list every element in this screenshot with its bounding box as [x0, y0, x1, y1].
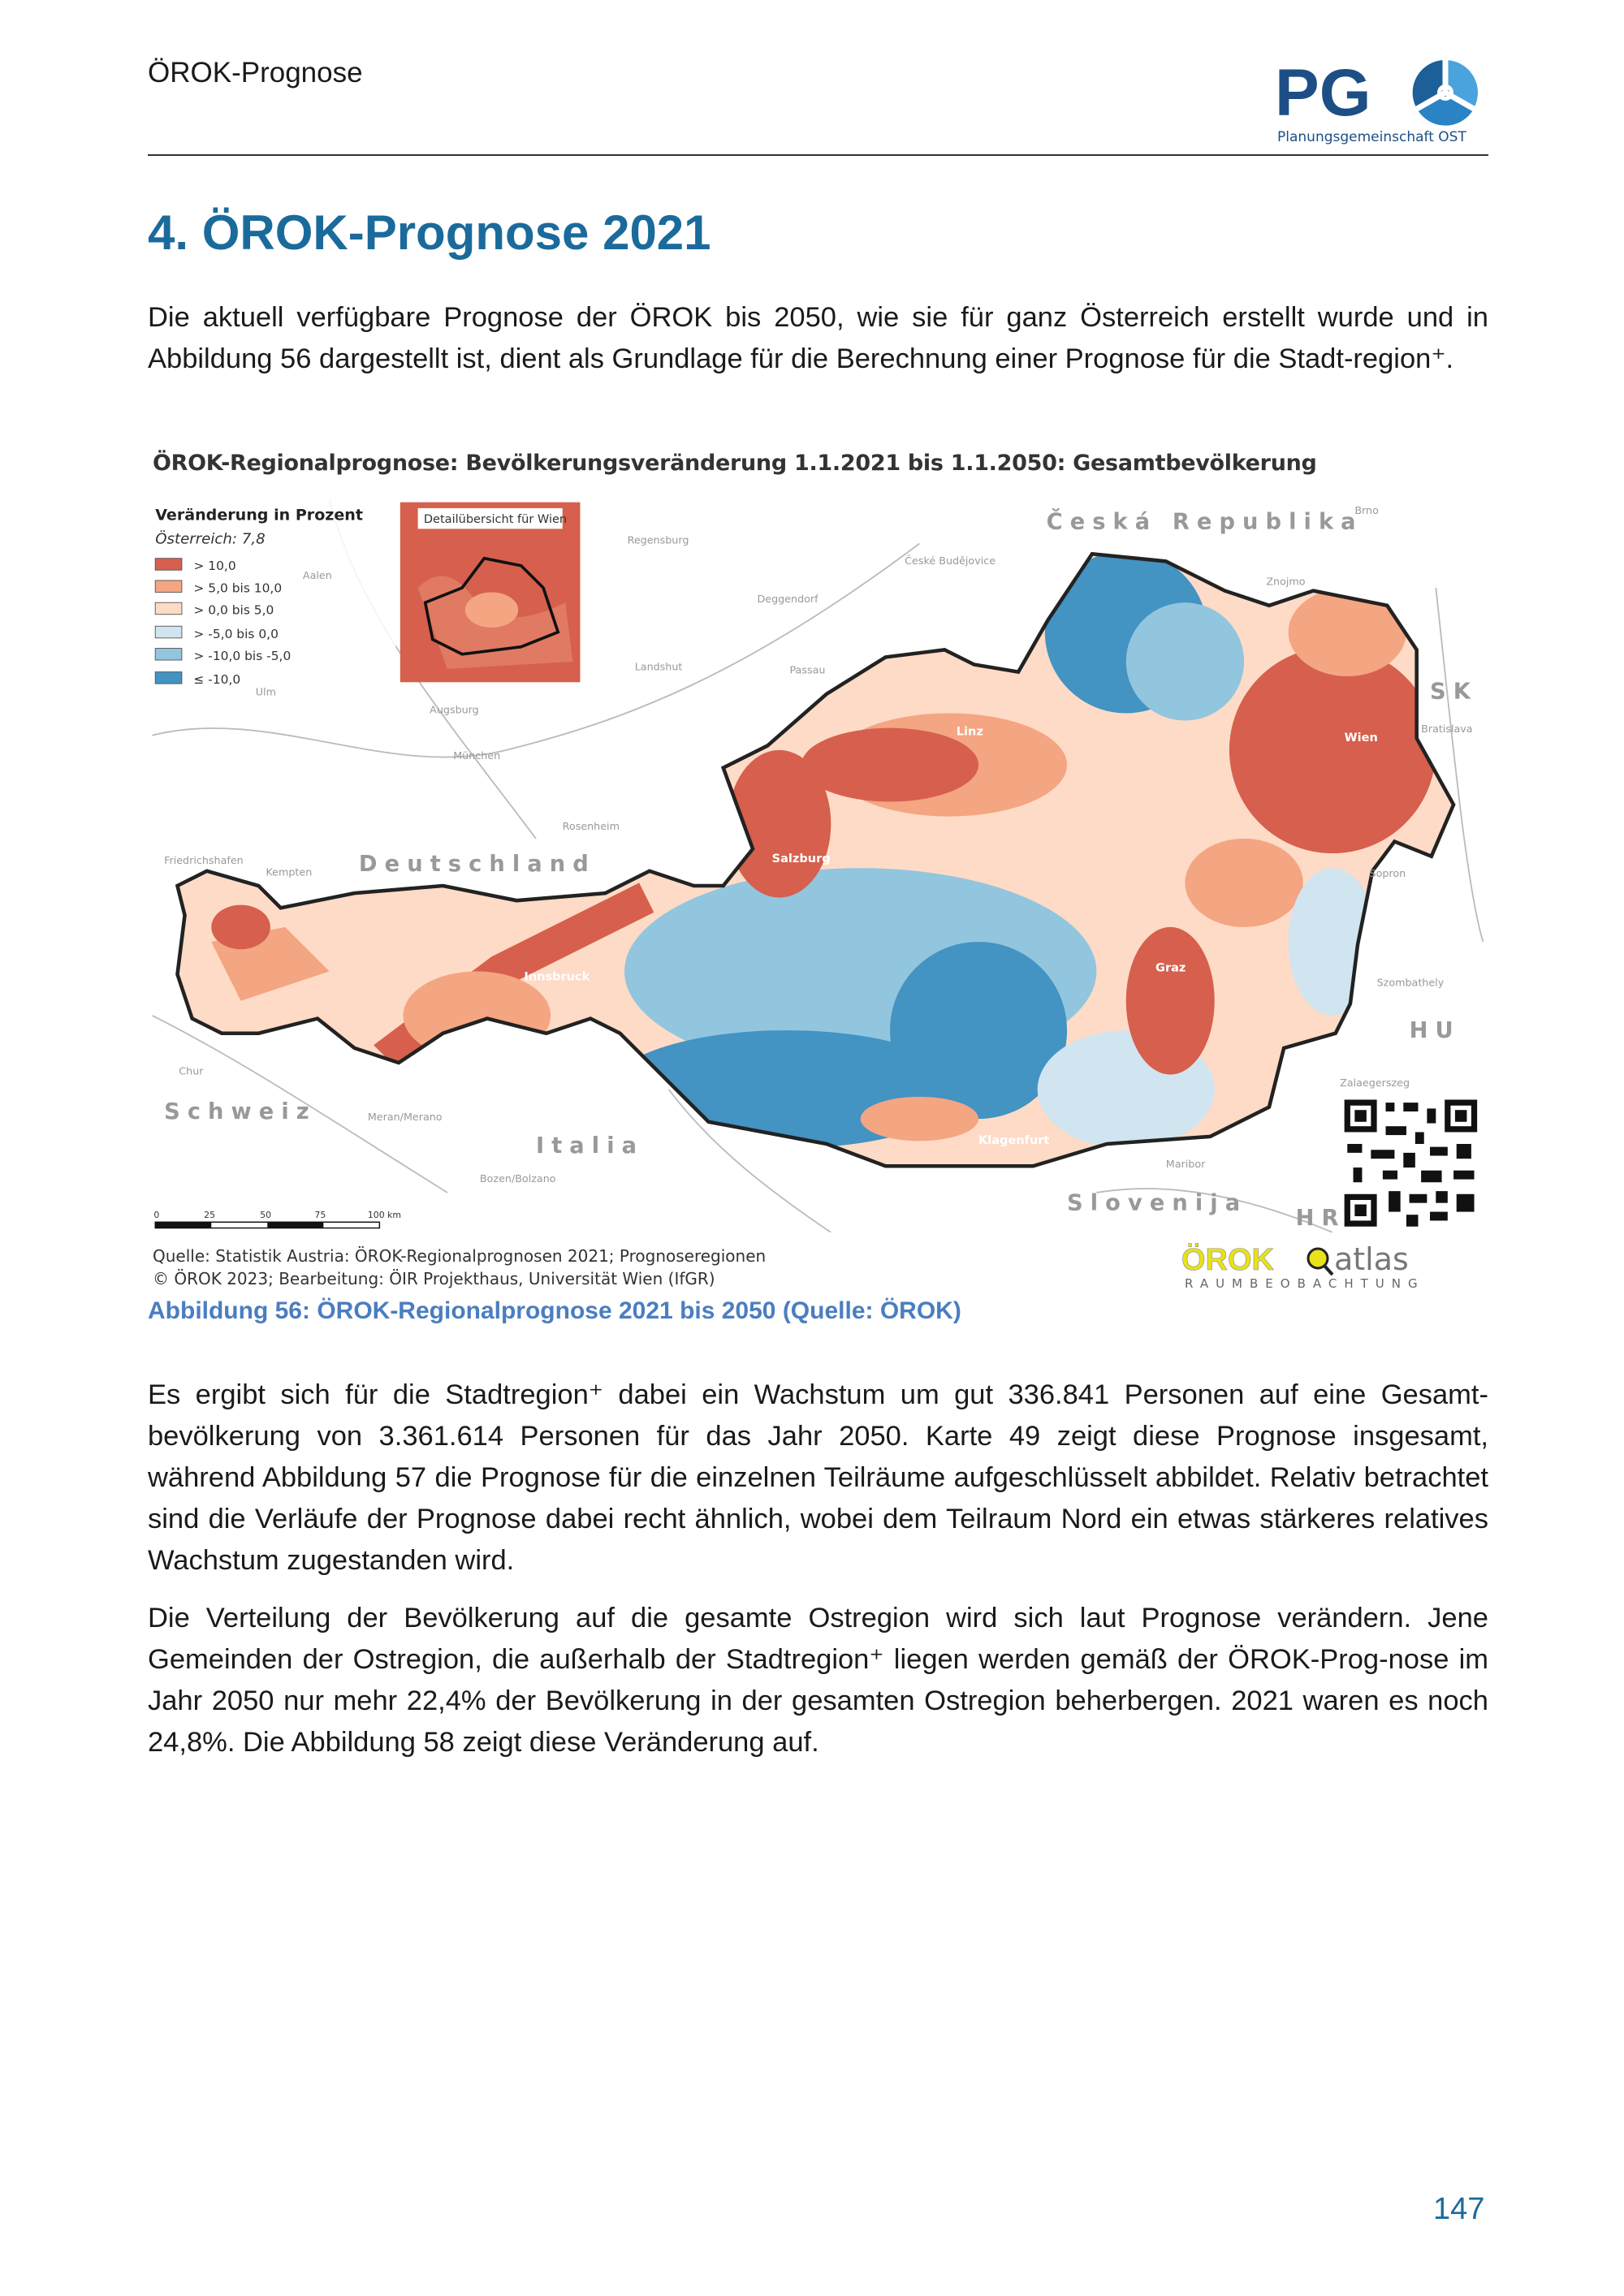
- figure-source-line2: © ÖROK 2023; Bearbeitung: ÖIR Projekthau…: [153, 1269, 715, 1288]
- logo-text: PG: [1275, 58, 1371, 130]
- city-label: Rosenheim: [563, 820, 620, 832]
- legend-swatch: [154, 602, 183, 615]
- city-label: Friedrichshafen: [164, 854, 244, 866]
- city-label: Bratislava: [1421, 723, 1472, 735]
- logo-subtitle: Planungsgemeinschaft OST: [1277, 129, 1466, 145]
- legend-label: > 10,0: [193, 559, 235, 573]
- country-label: Česká Republika: [1047, 508, 1363, 534]
- figure-caption: Abbildung 56: ÖROK-Regionalprognose 2021…: [148, 1297, 961, 1324]
- legend-label: > -5,0 bis 0,0: [193, 627, 278, 641]
- body-paragraph: Es ergibt sich für die Stadtregion⁺ dabe…: [148, 1379, 1488, 1576]
- legend-label: ≤ -10,0: [193, 672, 240, 687]
- country-label: HR: [1296, 1206, 1346, 1231]
- legend-swatch: [154, 671, 183, 684]
- country-label: SK: [1430, 679, 1478, 704]
- city-label: České Budějovice: [905, 555, 996, 567]
- city-label: Salzburg: [772, 852, 831, 865]
- atlas-logo-sub: RAUMBEOBACHTUNG: [1185, 1276, 1425, 1291]
- population-change-map: Česká Republika SK Deutschland Schweiz I…: [152, 499, 1484, 1232]
- svg-text:25: 25: [204, 1210, 215, 1220]
- map-legend: Veränderung in Prozent Österreich: 7,8 >…: [152, 499, 396, 699]
- city-label: Regensburg: [628, 534, 689, 546]
- legend-subtitle: Österreich: 7,8: [155, 530, 265, 548]
- city-label: Augsburg: [430, 703, 479, 715]
- country-label: HU: [1410, 1018, 1461, 1043]
- city-label: Znojmo: [1266, 575, 1305, 587]
- city-label: Maribor: [1166, 1158, 1206, 1170]
- city-label: Landshut: [635, 661, 683, 673]
- legend-swatch: [154, 648, 183, 661]
- city-label: Zalaegerszeg: [1340, 1077, 1410, 1089]
- header-rule: [148, 154, 1488, 156]
- figure-title: ÖROK-Regionalprognose: Bevölkerungsverän…: [153, 451, 1317, 476]
- city-label: Linz: [957, 726, 983, 739]
- city-label: Kempten: [266, 865, 312, 878]
- city-label: Szombathely: [1377, 977, 1445, 989]
- atlas-logo-word1: ÖROK: [1181, 1242, 1275, 1277]
- atlas-logo-word2: atlas: [1334, 1242, 1409, 1277]
- inset-label: Detailübersicht für Wien: [424, 513, 567, 526]
- city-label: Brno: [1354, 504, 1379, 516]
- city-label: Graz: [1155, 961, 1186, 974]
- city-label: Aalen: [303, 569, 332, 581]
- city-label: Sopron: [1370, 867, 1406, 879]
- scale-bar: 0 25 50 75 100 km: [153, 1210, 401, 1229]
- legend-title: Veränderung in Prozent: [155, 506, 363, 524]
- legend-label: > 5,0 bis 10,0: [193, 580, 282, 595]
- figure-source-line1: Quelle: Statistik Austria: ÖROK-Regional…: [153, 1246, 767, 1266]
- qr-code-icon: [1341, 1096, 1480, 1230]
- legend-swatch: [154, 625, 183, 639]
- city-label: München: [453, 749, 500, 762]
- legend-label: > 0,0 bis 5,0: [193, 603, 274, 618]
- legend-swatch: [154, 580, 183, 593]
- city-label: Bozen/Bolzano: [480, 1172, 556, 1185]
- background-roads: [152, 499, 1484, 1232]
- orok-atlas-logo: ÖROK atlas RAUMBEOBACHTUNG: [1181, 1242, 1425, 1291]
- austria-border: [175, 551, 1456, 1168]
- city-label: Ulm: [256, 686, 276, 698]
- vienna-inset: Detailübersicht für Wien: [400, 502, 581, 683]
- page-number: 147: [1433, 2192, 1485, 2226]
- legend-swatch: [154, 558, 183, 571]
- svg-text:100 km: 100 km: [368, 1210, 401, 1220]
- intro-paragraph: Die aktuell verfügbare Prognose der ÖROK…: [148, 302, 1488, 374]
- legend-label: > -10,0 bis -5,0: [193, 649, 291, 663]
- country-label: Deutschland: [359, 852, 596, 877]
- svg-text:75: 75: [314, 1210, 326, 1220]
- section-title: 4. ÖROK-Prognose 2021: [148, 205, 711, 260]
- city-label: Innsbruck: [524, 970, 590, 983]
- city-label: Klagenfurt: [978, 1134, 1049, 1147]
- city-label: Chur: [179, 1065, 204, 1077]
- country-label: Italia: [536, 1133, 644, 1159]
- body-paragraph: Die Verteilung der Bevölkerung auf die g…: [148, 1603, 1488, 1758]
- city-label: Deggendorf: [758, 593, 819, 605]
- running-header: ÖROK-Prognose: [148, 57, 363, 88]
- pgo-logo: PG Planungsgemeinschaft OST: [1275, 58, 1478, 145]
- magnifier-icon: [1307, 1247, 1334, 1276]
- svg-text:0: 0: [153, 1210, 159, 1220]
- country-label: Schweiz: [164, 1099, 317, 1124]
- city-label: Wien: [1345, 732, 1378, 744]
- country-label: Slovenija: [1067, 1191, 1247, 1216]
- svg-text:50: 50: [260, 1210, 271, 1220]
- logo-globe-icon: [1412, 59, 1478, 126]
- city-label: Meran/Merano: [368, 1111, 443, 1123]
- city-label: Passau: [789, 663, 825, 675]
